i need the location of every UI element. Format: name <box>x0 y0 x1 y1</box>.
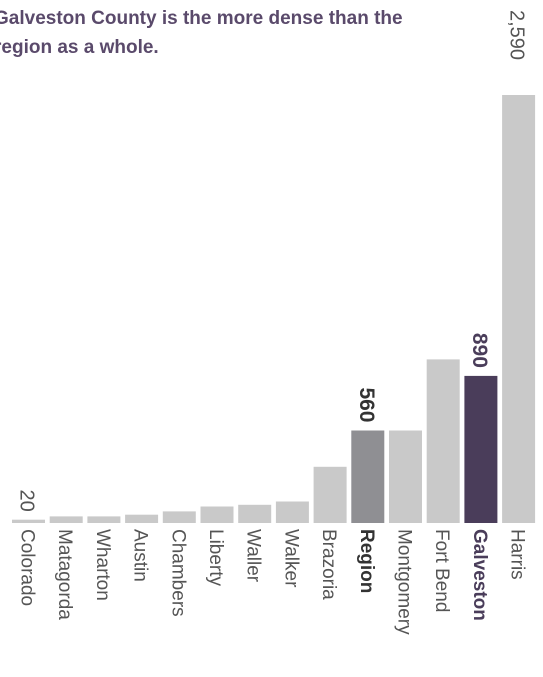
bar-wharton <box>87 516 121 523</box>
bar-brazoria <box>313 466 347 523</box>
bar-colorado <box>12 519 45 523</box>
category-label-fort-bend: Fort Bend <box>431 529 452 612</box>
bar-chambers <box>162 511 196 523</box>
bar-liberty <box>200 506 234 523</box>
bar-matagorda <box>49 516 83 523</box>
bar-walker <box>275 501 309 523</box>
category-label-walker: Walker <box>280 529 301 588</box>
category-label-colorado: Colorado <box>17 529 38 606</box>
chart-headline: Galveston County is the more dense than … <box>0 8 403 58</box>
bar-galveston <box>464 375 498 523</box>
category-label-matagorda: Matagorda <box>54 529 75 620</box>
bar-fort-bend <box>426 359 460 523</box>
data-label-region: 560 <box>355 387 378 422</box>
category-label-galveston: Galveston <box>469 529 490 621</box>
bar-harris <box>502 95 536 523</box>
category-label-waller: Waller <box>243 529 264 583</box>
bar-region <box>351 430 385 523</box>
data-label-colorado: 20 <box>16 489 38 511</box>
data-label-galveston: 890 <box>468 333 491 368</box>
category-label-liberty: Liberty <box>205 529 226 587</box>
category-label-chambers: Chambers <box>167 529 188 617</box>
category-label-austin: Austin <box>130 529 151 582</box>
bar-montgomery <box>389 430 422 523</box>
category-label-brazoria: Brazoria <box>318 529 339 600</box>
category-label-harris: Harris <box>507 529 528 580</box>
category-label-region: Region <box>356 529 377 593</box>
bar-waller <box>238 504 272 523</box>
data-label-harris: 2,590 <box>506 10 528 60</box>
bar-austin <box>125 514 159 523</box>
category-label-wharton: Wharton <box>92 529 113 601</box>
category-label-montgomery: Montgomery <box>394 529 415 635</box>
